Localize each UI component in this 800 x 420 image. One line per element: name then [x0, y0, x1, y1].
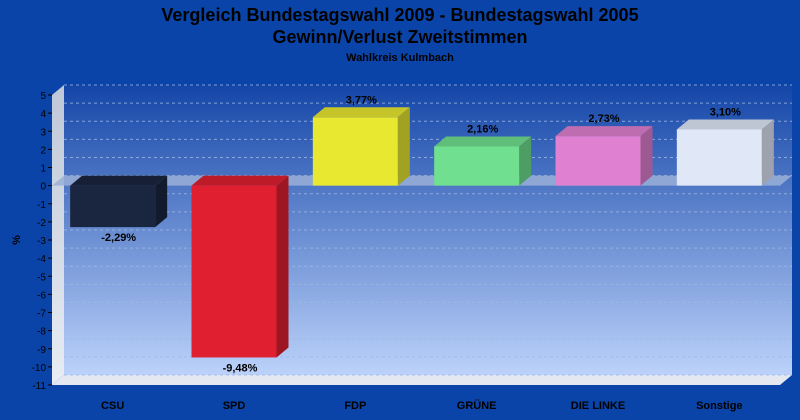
- bar-top: [312, 107, 410, 118]
- bar-side: [155, 175, 168, 228]
- x-tick-label: CSU: [101, 400, 124, 412]
- y-axis-label: %: [11, 235, 23, 245]
- plot-side-wall: [52, 85, 64, 385]
- y-tick-label: 2: [40, 145, 46, 156]
- bar-top: [434, 136, 532, 147]
- chart-title-line2: Gewinn/Verlust Zweitstimmen: [272, 27, 528, 47]
- bar-side: [761, 119, 774, 186]
- y-tick-label: -7: [37, 309, 46, 320]
- y-tick-label: -5: [37, 272, 46, 283]
- bar-side: [276, 175, 289, 358]
- chart-title: Vergleich Bundestagswahl 2009 - Bundesta…: [0, 4, 800, 48]
- bar-sonstige: [676, 119, 774, 186]
- bar-die-linke: [555, 126, 653, 186]
- bar-spd: [191, 175, 289, 358]
- bar-value-label: 2,16%: [467, 123, 498, 135]
- y-tick-label: -10: [32, 363, 47, 374]
- y-tick-label: -3: [37, 236, 46, 247]
- bar-side: [397, 107, 410, 186]
- bar-front: [676, 129, 762, 186]
- bar-value-label: -9,48%: [223, 362, 258, 374]
- bar-grüne: [434, 136, 532, 186]
- x-tick-label: SPD: [223, 400, 246, 412]
- y-tick-label: -8: [37, 327, 46, 338]
- bar-top: [555, 126, 653, 137]
- x-tick-label: FDP: [344, 400, 366, 412]
- x-tick-label: GRÜNE: [457, 399, 497, 412]
- bar-value-label: 3,10%: [710, 106, 741, 118]
- bar-front: [555, 136, 641, 186]
- y-tick-label: -2: [37, 218, 46, 229]
- y-tick-label: -4: [37, 254, 46, 265]
- y-tick-label: 0: [40, 182, 46, 193]
- bar-value-label: 2,73%: [588, 113, 619, 125]
- y-tick-label: -11: [32, 381, 46, 392]
- bar-front: [70, 185, 156, 228]
- y-tick-label: 1: [40, 164, 46, 175]
- chart-subtitle: Wahlkreis Kulmbach: [346, 52, 454, 64]
- y-tick-label: -9: [37, 345, 46, 356]
- bar-top: [191, 175, 289, 186]
- bar-top: [676, 119, 774, 130]
- bar-side: [640, 126, 653, 186]
- y-tick-label: 4: [40, 109, 46, 120]
- bar-top: [70, 175, 168, 186]
- bar-csu: [70, 175, 168, 228]
- bar-fdp: [312, 107, 410, 186]
- x-tick-label: Sonstige: [696, 400, 742, 412]
- bar-front: [191, 185, 277, 358]
- chart-title-line1: Vergleich Bundestagswahl 2009 - Bundesta…: [161, 5, 639, 25]
- bar-value-label: -2,29%: [101, 232, 136, 244]
- y-tick-label: 3: [40, 127, 46, 138]
- y-tick-label: 5: [40, 91, 46, 102]
- bar-side: [519, 136, 532, 186]
- plot-floor: [52, 375, 792, 385]
- bar-front: [434, 146, 520, 186]
- y-tick-label: -1: [37, 200, 46, 211]
- x-tick-label: DIE LINKE: [571, 400, 625, 412]
- bar-value-label: 3,77%: [346, 94, 377, 106]
- bar-front: [312, 117, 398, 186]
- y-tick-label: -6: [37, 290, 46, 301]
